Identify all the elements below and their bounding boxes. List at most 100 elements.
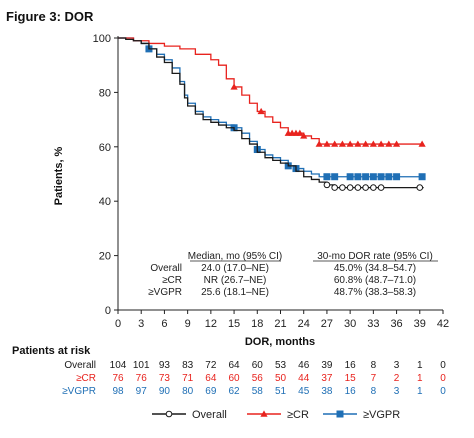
summary-row-rate: 48.7% (38.3–58.3)	[334, 287, 416, 298]
censor-marker-vgpr	[323, 173, 331, 181]
censor-marker-vgpr	[331, 173, 339, 181]
summary-row-label: ≥VGPR	[148, 287, 182, 298]
at-risk-value: 58	[252, 386, 264, 397]
at-risk-value: 80	[182, 386, 194, 397]
x-tick-label: 39	[414, 318, 426, 330]
at-risk-value: 53	[275, 360, 287, 371]
censor-marker-vgpr	[369, 173, 377, 181]
summary-row-rate: 60.8% (48.7–71.0)	[334, 275, 416, 286]
censor-marker-cr	[418, 140, 426, 147]
at-risk-row-label: ≥CR	[76, 373, 96, 384]
censor-marker-overall	[362, 184, 369, 191]
x-tick-label: 18	[251, 318, 263, 330]
summary-table: Median, mo (95% CI) 30-mo DOR rate (95% C…	[148, 251, 438, 298]
x-tick-label: 30	[344, 318, 356, 330]
y-tick-label: 100	[93, 33, 111, 45]
censor-marker-cr	[230, 83, 238, 90]
summary-row-label: ≥CR	[162, 275, 182, 286]
legend-marker	[260, 410, 268, 417]
at-risk-value: 62	[229, 386, 241, 397]
y-tick-label: 40	[99, 196, 111, 208]
at-risk-value: 76	[136, 373, 148, 384]
series-line-cr	[118, 37, 424, 145]
censor-marker-overall	[346, 184, 354, 191]
at-risk-value: 60	[252, 360, 264, 371]
at-risk-row-label: Overall	[64, 360, 96, 371]
censor-marker-cr	[377, 140, 385, 147]
at-risk-value: 39	[321, 360, 333, 371]
at-risk-row-label: ≥VGPR	[62, 386, 96, 397]
censor-marker-cr	[300, 132, 308, 139]
at-risk-value: 8	[371, 386, 377, 397]
legend: Overall ≥CR ≥VGPR	[152, 409, 400, 421]
x-tick-label: 42	[437, 318, 449, 330]
x-axis-label: DOR, months	[245, 336, 315, 348]
at-risk-value: 50	[275, 373, 287, 384]
y-tick-label: 20	[99, 251, 111, 263]
at-risk-value: 104	[110, 360, 127, 371]
x-tick-label: 27	[321, 318, 333, 330]
at-risk-title: Patients at risk	[12, 345, 91, 357]
at-risk-value: 64	[205, 373, 217, 384]
censor-marker-cr	[392, 140, 401, 147]
at-risk-value: 93	[159, 360, 171, 371]
censor-marker-cr	[369, 140, 377, 147]
at-risk-value: 72	[205, 360, 217, 371]
at-risk-value: 15	[345, 373, 357, 384]
at-risk-value: 51	[275, 386, 287, 397]
series-cr	[118, 37, 426, 147]
censor-marker-vgpr	[354, 173, 362, 181]
censor-marker-overall	[354, 184, 362, 191]
legend-item-overall: Overall	[152, 409, 227, 421]
at-risk-value: 3	[394, 360, 400, 371]
censor-marker-cr	[296, 129, 304, 136]
at-risk-value: 45	[298, 386, 310, 397]
legend-label: ≥VGPR	[363, 409, 400, 421]
censor-marker-vgpr	[377, 173, 385, 181]
censor-marker-cr	[362, 140, 370, 147]
summary-row-label: Overall	[150, 263, 182, 274]
summary-row-rate: 45.0% (34.8–54.7)	[334, 263, 416, 274]
at-risk-value: 0	[440, 360, 446, 371]
at-risk-value: 56	[252, 373, 264, 384]
at-risk-value: 3	[394, 386, 400, 397]
at-risk-value: 64	[229, 360, 241, 371]
y-axis-label: Patients, %	[53, 146, 65, 205]
x-tick-label: 33	[367, 318, 379, 330]
at-risk-value: 8	[371, 360, 377, 371]
at-risk-value: 0	[440, 373, 446, 384]
summary-header-median: Median, mo (95% CI)	[188, 251, 282, 262]
at-risk-value: 73	[159, 373, 171, 384]
at-risk-value: 1	[417, 386, 423, 397]
censor-marker-vgpr	[393, 173, 401, 181]
at-risk-value: 90	[159, 386, 171, 397]
censor-marker-cr	[331, 140, 339, 147]
censor-marker-vgpr	[385, 173, 393, 181]
at-risk-value: 101	[133, 360, 150, 371]
legend-item-cr: ≥CR	[247, 409, 309, 421]
censor-marker-cr	[385, 140, 393, 147]
summary-row-median: NR (26.7–NE)	[204, 275, 267, 286]
at-risk-value: 46	[298, 360, 310, 371]
at-risk-value: 69	[205, 386, 217, 397]
x-tick-label: 36	[390, 318, 402, 330]
censor-marker-cr	[257, 107, 265, 115]
at-risk-value: 1	[417, 360, 423, 371]
legend-marker	[165, 410, 173, 418]
at-risk-value: 38	[321, 386, 333, 397]
x-tick-label: 21	[274, 318, 286, 330]
at-risk-value: 0	[440, 386, 446, 397]
at-risk-value: 71	[182, 373, 194, 384]
at-risk-value: 37	[321, 373, 333, 384]
x-tick-label: 24	[298, 318, 310, 330]
censor-marker-cr	[323, 140, 331, 147]
at-risk-value: 7	[371, 373, 377, 384]
censor-marker-overall	[339, 184, 346, 191]
at-risk-value: 16	[345, 360, 357, 371]
at-risk-value: 97	[136, 386, 148, 397]
y-tick-label: 0	[105, 305, 111, 317]
